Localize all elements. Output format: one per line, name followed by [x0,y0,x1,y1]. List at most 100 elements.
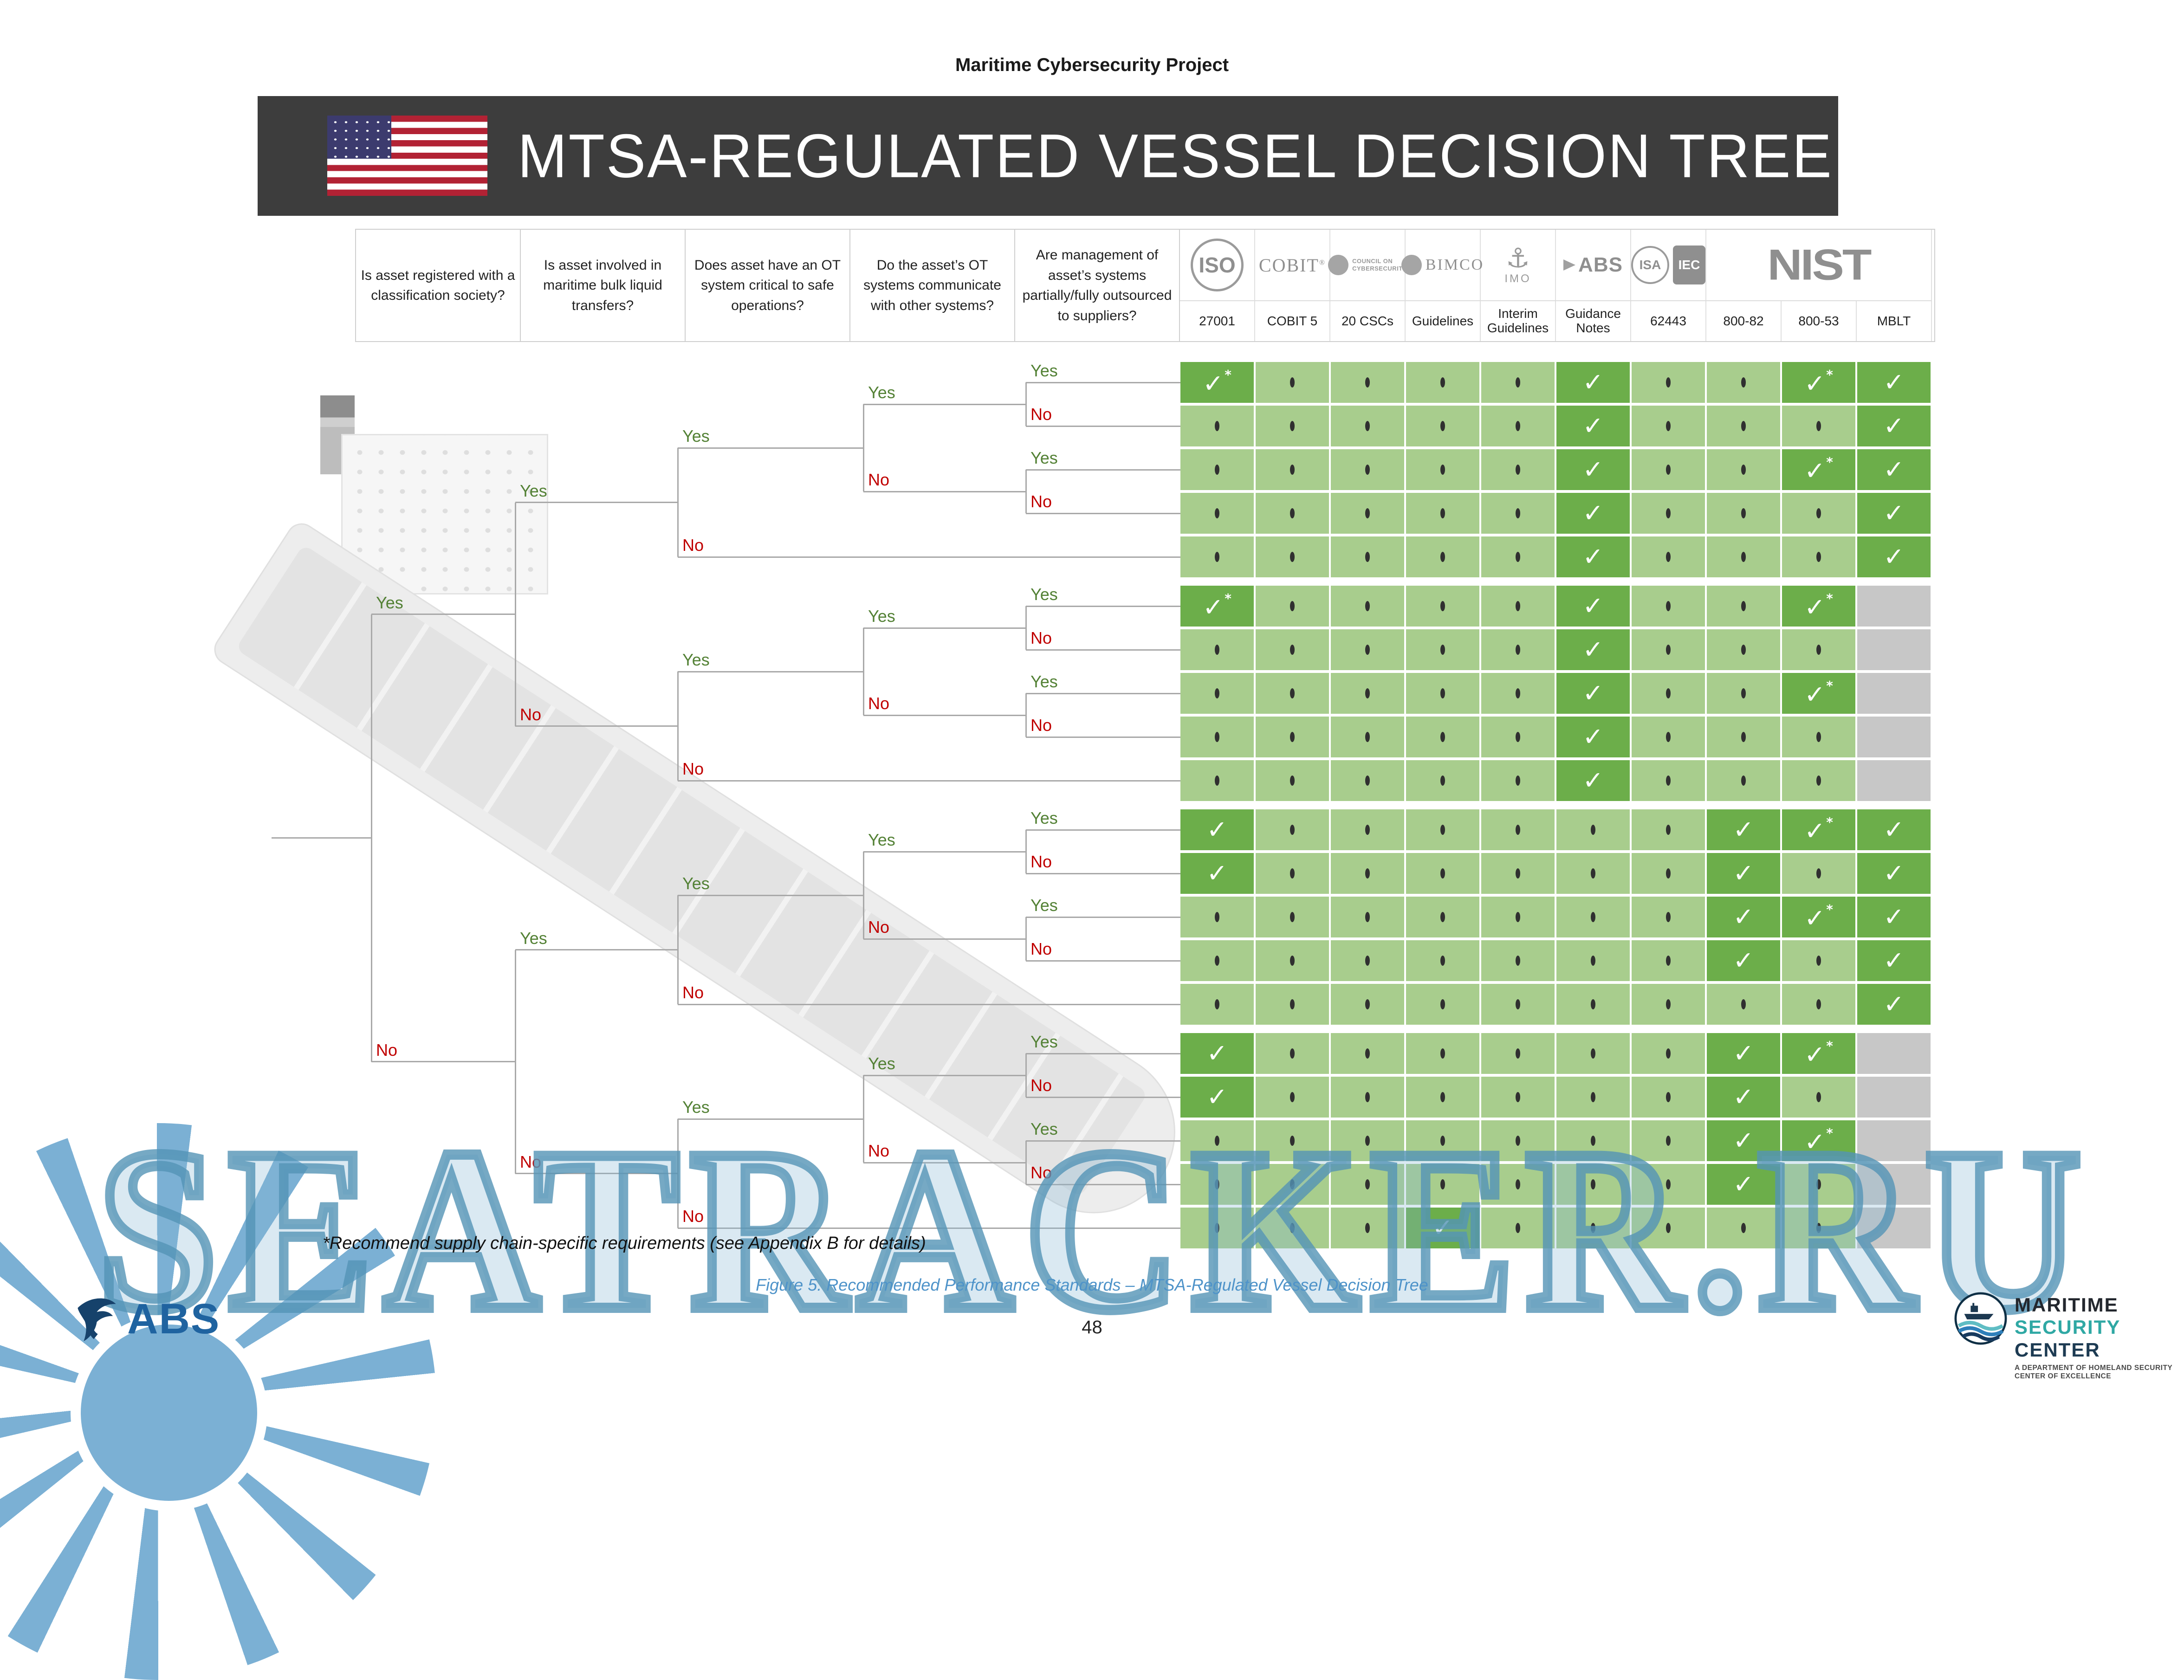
matrix-cell [1632,449,1705,490]
dot-icon [1666,999,1671,1009]
dot-icon [1666,601,1671,611]
us-flag-canton [327,116,391,159]
tree-label-no: No [682,1207,704,1226]
check-icon: ✓ [1883,989,1905,1019]
matrix-cell [1406,940,1479,981]
dot-icon [1215,732,1219,742]
matrix-cell [1857,1120,1931,1161]
matrix-cell: ✓ [1556,717,1630,757]
check-icon: ✓ [1733,902,1754,931]
dot-icon [1516,956,1520,966]
dot-icon [1516,508,1520,518]
matrix-row-3: ✓ ✓* ✓ [1180,449,1932,490]
dot-icon [1365,645,1370,655]
dot-icon [1816,552,1821,562]
matrix-row-10: ✓ [1180,760,1932,801]
matrix-cell [1556,853,1630,894]
dot-icon [1290,645,1295,655]
standard-label-27001: 27001 [1180,301,1255,341]
matrix-cell [1782,940,1855,981]
check-icon: ✓ [1206,815,1228,844]
abs-logo: ABS [1556,230,1631,300]
matrix-cell [1256,673,1329,714]
matrix-cell [1707,586,1780,627]
matrix-row-1: ✓* ✓ ✓* ✓ [1180,362,1932,403]
dot-icon [1666,688,1671,698]
matrix-cell [1180,897,1254,937]
dot-icon [1440,999,1445,1009]
standard-label-guidance-notes: Guidance Notes [1556,301,1631,341]
matrix-cell [1331,853,1404,894]
dot-icon [1666,956,1671,966]
matrix-cell [1707,536,1780,577]
dot-icon [1215,645,1219,655]
matrix-cell [1632,536,1705,577]
matrix-cell [1782,1164,1855,1205]
check-asterisk-icon: ✓* [1203,591,1231,622]
dot-icon [1440,732,1445,742]
matrix-cell [1707,760,1780,801]
question-header-2: Is asset involved in maritime bulk liqui… [521,230,686,341]
matrix-cell [1331,673,1404,714]
dot-icon [1741,465,1746,475]
dot-icon [1440,912,1445,922]
dot-icon [1440,421,1445,431]
maritime-security-center-logo: MARITIME SECURITY CENTER A DEPARTMENT OF… [1953,1291,2184,1381]
dot-icon [1741,421,1746,431]
matrix-cell [1256,362,1329,403]
matrix-cell: ✓* [1782,673,1855,714]
matrix-cell: ✓* [1782,1120,1855,1161]
matrix-cell: ✓ [1556,536,1630,577]
dot-icon [1741,601,1746,611]
matrix-cell [1556,1164,1630,1205]
matrix-cell [1481,673,1555,714]
matrix-cell [1556,1033,1630,1074]
tree-label-no: No [1030,492,1052,511]
matrix-cell: ✓ [1180,1077,1254,1118]
tree-label-yes: Yes [682,650,710,669]
dot-icon [1516,601,1520,611]
check-icon: ✓ [1582,591,1604,620]
check-asterisk-icon: ✓* [1804,367,1833,398]
dot-icon [1741,732,1746,742]
matrix-cell [1481,1164,1555,1205]
matrix-cell [1857,760,1931,801]
matrix-cell: ✓ [1857,940,1931,981]
matrix-cell [1180,717,1254,757]
matrix-cell [1256,717,1329,757]
standard-label-62443: 62443 [1631,301,1706,341]
dot-icon [1591,1136,1595,1146]
matrix-row-17: ✓ ✓ [1180,1077,1932,1118]
ship-superstructure [341,434,548,594]
check-icon: ✓ [1582,766,1604,795]
matrix-cell [1180,629,1254,670]
check-icon: ✓ [1733,1039,1754,1068]
check-icon: ✓ [1883,946,1905,975]
tree-label-yes: Yes [682,426,710,446]
dot-icon [1365,1048,1370,1059]
matrix-cell [1180,1164,1254,1205]
matrix-cell [1782,853,1855,894]
dot-icon [1516,775,1520,786]
dot-icon [1516,912,1520,922]
matrix-cell: ✓ [1556,406,1630,446]
matrix-cell [1331,809,1404,850]
matrix-cell [1406,984,1479,1025]
dot-icon [1440,508,1445,518]
dot-icon [1816,732,1821,742]
dot-icon [1215,1223,1219,1233]
check-icon: ✓ [1883,542,1905,571]
dot-icon [1666,1223,1671,1233]
matrix-cell [1632,717,1705,757]
dot-icon [1440,825,1445,835]
matrix-cell [1256,984,1329,1025]
dot-icon [1365,999,1370,1009]
matrix-row-13: ✓ ✓* ✓ [1180,897,1932,937]
matrix-cell [1331,897,1404,937]
dot-icon [1741,508,1746,518]
check-icon: ✓ [1206,1039,1228,1068]
matrix-cell: ✓ [1857,809,1931,850]
dot-icon [1516,688,1520,698]
matrix-cell [1180,940,1254,981]
dot-icon [1666,421,1671,431]
